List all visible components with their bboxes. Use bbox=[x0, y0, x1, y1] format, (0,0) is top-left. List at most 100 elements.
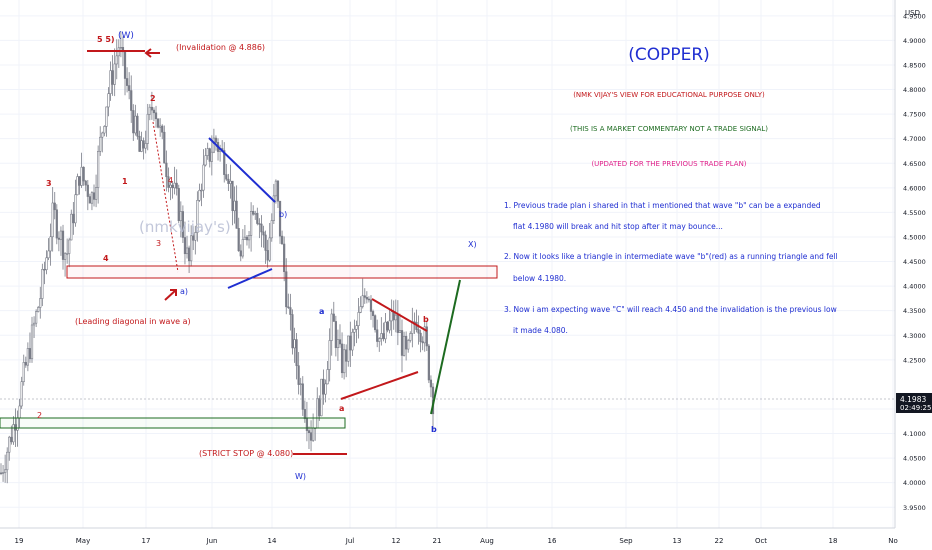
candle-body-197 bbox=[407, 340, 410, 350]
candle-body-35 bbox=[72, 213, 75, 224]
candle-body-92 bbox=[190, 235, 193, 262]
label-two: 2 bbox=[150, 94, 156, 103]
candle-body-141 bbox=[291, 314, 294, 349]
currency-label: USD bbox=[905, 9, 920, 17]
candle-body-114 bbox=[235, 200, 238, 229]
candle-body-83 bbox=[171, 184, 174, 189]
candle-body-146 bbox=[301, 383, 304, 410]
candle-body-150 bbox=[309, 432, 313, 441]
candle-body-176 bbox=[363, 295, 366, 298]
candle-body-175 bbox=[361, 295, 364, 307]
candle-body-122 bbox=[252, 210, 255, 215]
y-tick-label-17: 4.0500 bbox=[903, 455, 926, 463]
plot-area bbox=[0, 0, 895, 528]
candle-body-38 bbox=[78, 176, 81, 186]
candle-body-174 bbox=[359, 306, 362, 313]
candle-body-162 bbox=[334, 321, 337, 349]
candle-body-111 bbox=[229, 180, 232, 184]
candle-body-2 bbox=[4, 469, 7, 473]
candle-body-7 bbox=[14, 424, 17, 431]
candle-body-95 bbox=[196, 200, 199, 233]
candle-body-18 bbox=[37, 307, 40, 312]
last-price-badge bbox=[896, 393, 932, 413]
candle-body-166 bbox=[343, 349, 346, 374]
candle-body-54 bbox=[111, 70, 114, 85]
candle-body-170 bbox=[351, 331, 354, 351]
a-arrow-shaft bbox=[164, 289, 177, 301]
candle-body-143 bbox=[295, 339, 298, 367]
candle-body-124 bbox=[256, 213, 259, 224]
candle-body-33 bbox=[68, 239, 71, 254]
resistance-zone bbox=[66, 265, 498, 279]
time-axis: 19 May 17 Jun 14 Jul 12 21 Aug 16 Sep 13 22 Oct 18 No bbox=[0, 527, 898, 545]
label-two-low: 2 bbox=[37, 411, 42, 420]
label-b-paren: b) bbox=[279, 210, 287, 219]
support-zone bbox=[0, 417, 346, 429]
candle-body-181 bbox=[374, 315, 377, 331]
candle-body-117 bbox=[241, 239, 244, 257]
diagonal-upper-line bbox=[208, 137, 276, 203]
candle-body-204 bbox=[421, 341, 424, 344]
candle-body-193 bbox=[398, 330, 402, 333]
candle-body-65 bbox=[134, 115, 137, 134]
diagonal-lower-line bbox=[227, 268, 273, 289]
candle-body-119 bbox=[245, 236, 249, 241]
x-tick-label-3: Jun bbox=[206, 537, 218, 545]
x-tick-label-5: Jul bbox=[345, 537, 355, 545]
candle-body-206 bbox=[425, 326, 428, 347]
candle-body-100 bbox=[206, 148, 209, 156]
candle-body-180 bbox=[371, 311, 375, 316]
candle-body-185 bbox=[382, 333, 385, 340]
projection-line bbox=[430, 279, 461, 415]
label-a-paren: a) bbox=[180, 287, 188, 296]
y-tick-label-16: 4.1000 bbox=[903, 430, 926, 438]
candle-body-51 bbox=[105, 106, 108, 127]
candle-body-42 bbox=[86, 184, 89, 197]
candle-body-151 bbox=[312, 427, 315, 441]
y-tick-label-3: 4.8000 bbox=[903, 86, 926, 94]
candle-body-191 bbox=[394, 314, 397, 321]
candle-body-17 bbox=[35, 311, 38, 324]
commentary: (COPPER) (NMK VIJAY'S VIEW FOR EDUCATION… bbox=[504, 45, 838, 335]
candle-body-195 bbox=[402, 335, 406, 356]
candle-body-194 bbox=[400, 330, 404, 356]
candle-body-184 bbox=[380, 333, 383, 339]
x-tick-label-6: 12 bbox=[392, 537, 401, 545]
candle-body-46 bbox=[94, 187, 98, 200]
candle-body-202 bbox=[417, 329, 420, 334]
drawings bbox=[0, 48, 498, 455]
commentary-updated: (UPDATED FOR THE PREVIOUS TRADE PLAN) bbox=[591, 160, 746, 168]
candle-body-121 bbox=[250, 210, 253, 236]
candle-body-13 bbox=[26, 348, 29, 366]
candle-body-177 bbox=[365, 297, 368, 300]
candle-body-14 bbox=[28, 348, 32, 360]
candle-body-74 bbox=[152, 109, 156, 114]
candle-body-88 bbox=[181, 211, 184, 238]
candle-body-44 bbox=[90, 192, 94, 204]
candle-body-116 bbox=[239, 250, 242, 257]
candle-body-75 bbox=[154, 112, 158, 120]
candle-body-30 bbox=[61, 230, 65, 260]
candle-body-81 bbox=[167, 176, 170, 188]
candle-body-23 bbox=[47, 250, 50, 259]
candles bbox=[0, 31, 435, 484]
commentary-p2-line2: below 4.1980. bbox=[513, 274, 566, 283]
candle-body-149 bbox=[307, 430, 311, 433]
candle-body-154 bbox=[318, 398, 321, 417]
candle-body-24 bbox=[49, 236, 52, 252]
candle-body-148 bbox=[305, 418, 309, 431]
candle-body-125 bbox=[258, 223, 261, 225]
candle-body-29 bbox=[59, 230, 63, 240]
candle-body-40 bbox=[82, 166, 85, 182]
candle-body-15 bbox=[30, 324, 34, 360]
candle-body-64 bbox=[132, 110, 135, 134]
candle-body-86 bbox=[177, 188, 180, 222]
candle-body-31 bbox=[63, 253, 67, 260]
candle-body-98 bbox=[202, 164, 205, 191]
candle-body-69 bbox=[142, 140, 145, 149]
y-tick-label-12: 4.3500 bbox=[903, 307, 926, 315]
y-tick-label-7: 4.6000 bbox=[903, 184, 926, 192]
y-tick-label-10: 4.4500 bbox=[903, 258, 926, 266]
label-invalidation: (Invalidation @ 4.886) bbox=[176, 43, 265, 52]
